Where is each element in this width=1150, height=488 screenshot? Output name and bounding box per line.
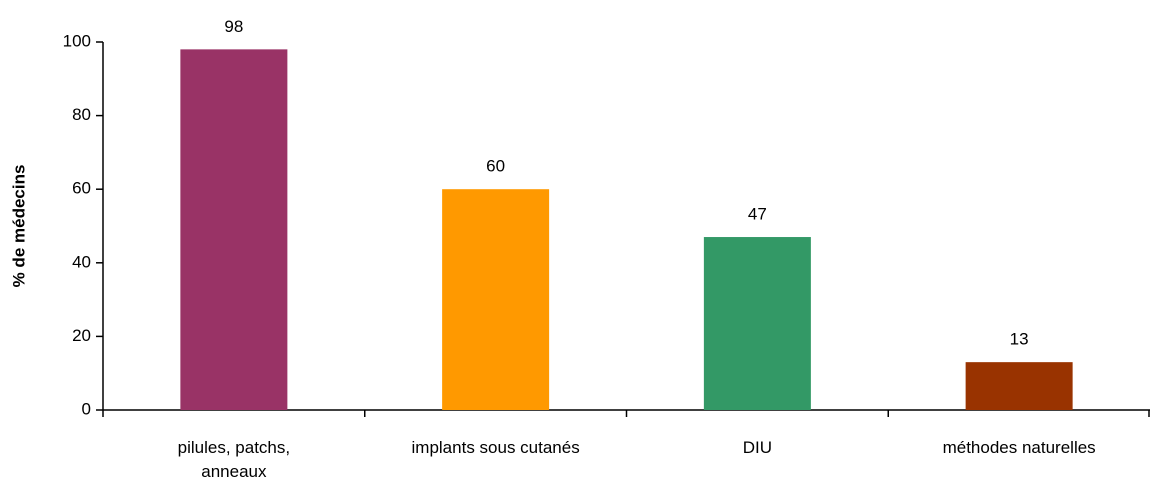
y-tick-label: 20 <box>72 326 91 345</box>
y-tick-label: 0 <box>82 399 91 418</box>
bar <box>965 362 1073 410</box>
y-tick-label: 100 <box>63 31 91 50</box>
value-label: 47 <box>748 205 767 224</box>
x-tick-label: DIU <box>742 438 773 457</box>
y-tick-label: 60 <box>72 179 91 198</box>
x-tick-label: pilules, patchs, anneaux <box>177 438 291 481</box>
y-axis-label: % de médecins <box>9 165 28 288</box>
x-tick-label: implants sous cutanés <box>411 438 580 457</box>
value-label: 13 <box>1010 330 1029 349</box>
value-label: 98 <box>224 17 243 36</box>
bar <box>703 237 811 410</box>
y-tick-label: 80 <box>72 105 91 124</box>
y-tick-label: 40 <box>72 252 91 271</box>
bar <box>442 189 550 410</box>
bar <box>180 49 288 411</box>
x-tick-label: méthodes naturelles <box>942 438 1096 457</box>
value-label: 60 <box>486 157 505 176</box>
